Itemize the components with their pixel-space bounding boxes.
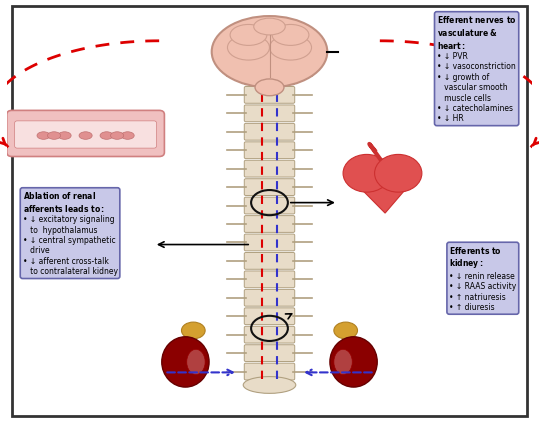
FancyBboxPatch shape — [244, 252, 295, 269]
FancyBboxPatch shape — [244, 87, 295, 103]
FancyBboxPatch shape — [244, 271, 295, 288]
Ellipse shape — [58, 132, 71, 139]
Ellipse shape — [230, 24, 267, 46]
Ellipse shape — [243, 376, 296, 393]
Ellipse shape — [186, 349, 205, 374]
FancyBboxPatch shape — [15, 121, 156, 148]
Text: $\bf{Efferent\ nerves\ to}$
$\bf{vasculature\ &}$
$\bf{heart:}$
• ↓ PVR
• ↓ vaso: $\bf{Efferent\ nerves\ to}$ $\bf{vascula… — [437, 14, 516, 123]
Ellipse shape — [162, 337, 209, 387]
FancyBboxPatch shape — [244, 345, 295, 362]
Ellipse shape — [227, 35, 270, 60]
Ellipse shape — [343, 154, 390, 192]
Ellipse shape — [121, 132, 134, 139]
Polygon shape — [345, 173, 419, 213]
Text: $\bf{Ablation\ of\ renal}$
$\bf{afferents\ leads\ to:}$
• ↓ excitatory signaling: $\bf{Ablation\ of\ renal}$ $\bf{afferent… — [23, 190, 118, 276]
Ellipse shape — [270, 35, 312, 60]
Ellipse shape — [182, 322, 205, 339]
Text: $\bf{Efferents\ to}$
$\bf{kidney:}$
• ↓ renin release
• ↓ RAAS activity
• ↑ natr: $\bf{Efferents\ to}$ $\bf{kidney:}$ • ↓ … — [449, 244, 516, 312]
Ellipse shape — [334, 349, 353, 374]
Ellipse shape — [37, 132, 50, 139]
Ellipse shape — [100, 132, 113, 139]
FancyBboxPatch shape — [244, 363, 295, 380]
FancyBboxPatch shape — [244, 105, 295, 122]
Ellipse shape — [212, 16, 327, 87]
Ellipse shape — [110, 132, 123, 139]
FancyBboxPatch shape — [244, 197, 295, 214]
FancyBboxPatch shape — [244, 289, 295, 306]
FancyBboxPatch shape — [7, 111, 164, 157]
FancyBboxPatch shape — [244, 234, 295, 251]
FancyBboxPatch shape — [244, 50, 295, 66]
FancyBboxPatch shape — [12, 5, 527, 417]
Ellipse shape — [47, 132, 60, 139]
FancyBboxPatch shape — [244, 160, 295, 177]
Ellipse shape — [254, 18, 285, 35]
Ellipse shape — [375, 154, 422, 192]
Ellipse shape — [79, 132, 92, 139]
FancyBboxPatch shape — [244, 142, 295, 159]
Ellipse shape — [330, 337, 377, 387]
FancyBboxPatch shape — [244, 326, 295, 343]
FancyBboxPatch shape — [244, 216, 295, 233]
Ellipse shape — [272, 24, 309, 46]
FancyBboxPatch shape — [244, 68, 295, 85]
Ellipse shape — [255, 79, 284, 96]
FancyBboxPatch shape — [244, 179, 295, 195]
FancyBboxPatch shape — [244, 123, 295, 140]
FancyBboxPatch shape — [244, 308, 295, 325]
Ellipse shape — [334, 322, 357, 339]
